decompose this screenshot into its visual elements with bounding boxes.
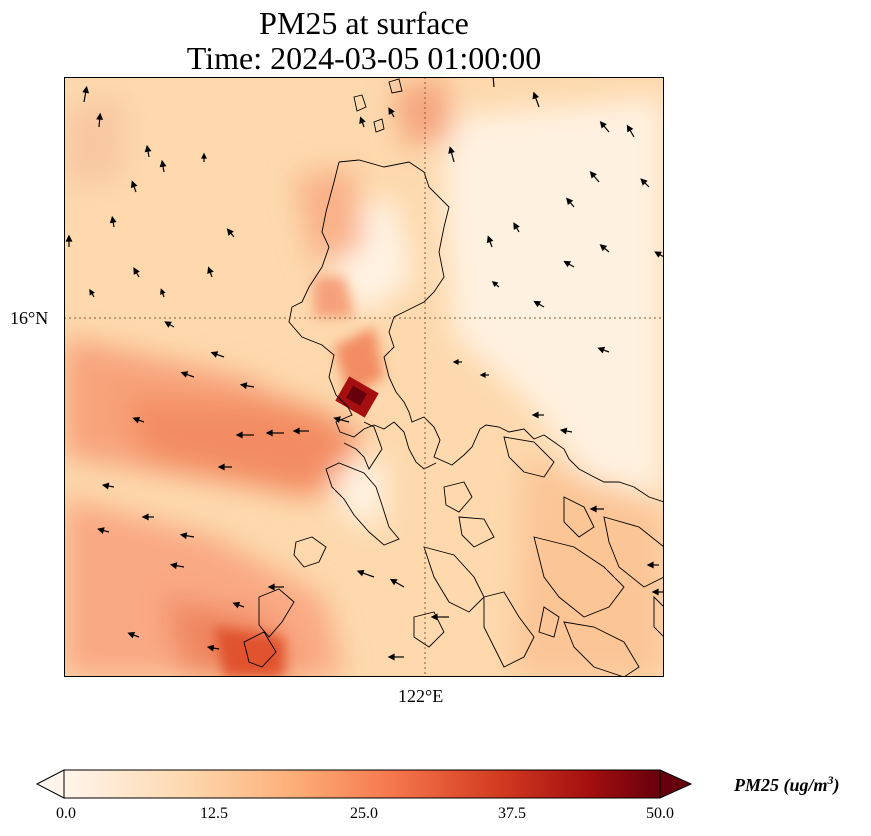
pm25-map [64,77,664,677]
colorbar-gradient [63,769,661,799]
colorbar-units-label: PM25 (ug/m3) [734,773,840,795]
colorbar-tick-3: 37.5 [498,805,526,822]
colorbar-min-extend [36,769,65,799]
colorbar-tick-2: 25.0 [350,805,378,822]
colorbar [36,769,692,799]
pm25-field [64,77,664,677]
latitude-label: 16°N [10,308,49,328]
longitude-label: 122°E [398,686,444,706]
coastline [243,78,664,677]
map-title: PM25 at surface [259,5,469,41]
colorbar-tick-1: 12.5 [200,805,228,822]
colorbar-tick-0: 0.0 [56,805,76,822]
gridlines [64,77,664,677]
colorbar-tick-4: 50.0 [646,805,674,822]
colorbar-max-extend [659,769,692,799]
wind-vectors [65,77,664,661]
map-subtitle: Time: 2024-03-05 01:00:00 [186,40,542,76]
map-frame [64,77,664,677]
